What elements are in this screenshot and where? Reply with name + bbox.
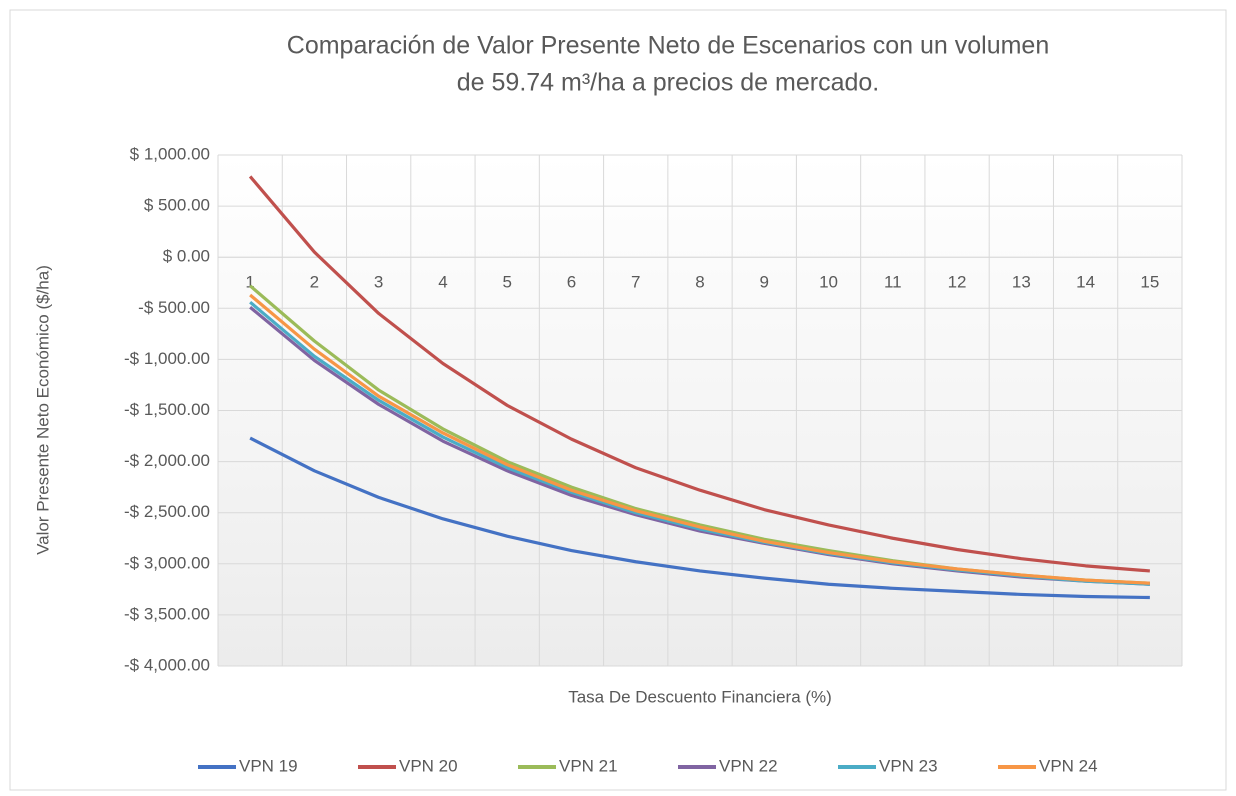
x-tick-label: 13 bbox=[1012, 273, 1031, 292]
legend-label: VPN 19 bbox=[239, 756, 298, 775]
x-tick-label: 9 bbox=[760, 273, 769, 292]
y-tick-label: -$ 1,500.00 bbox=[124, 400, 210, 419]
y-tick-label: -$ 4,000.00 bbox=[124, 655, 210, 674]
series-line bbox=[249, 293, 1150, 585]
y-tick-label: $ 0.00 bbox=[163, 247, 210, 266]
y-tick-label: -$ 2,500.00 bbox=[124, 502, 210, 521]
legend-label: VPN 20 bbox=[399, 756, 458, 775]
y-tick-label: -$ 1,000.00 bbox=[124, 349, 210, 368]
y-tick-label: -$ 500.00 bbox=[138, 298, 210, 317]
x-tick-label: 2 bbox=[310, 273, 319, 292]
x-tick-label: 4 bbox=[438, 273, 447, 292]
x-tick-label: 14 bbox=[1076, 273, 1095, 292]
x-tick-label: 7 bbox=[631, 273, 640, 292]
x-tick-label: 15 bbox=[1140, 273, 1159, 292]
x-axis-title: Tasa De Descuento Financiera (%) bbox=[568, 687, 832, 706]
x-tick-label: 8 bbox=[695, 273, 704, 292]
x-tick-label: 12 bbox=[948, 273, 967, 292]
chart-title: Comparación de Valor Presente Neto de Es… bbox=[287, 32, 1049, 60]
legend-label: VPN 21 bbox=[559, 756, 618, 775]
series-line bbox=[248, 175, 1150, 573]
x-tick-label: 10 bbox=[819, 273, 838, 292]
series-line bbox=[249, 436, 1150, 600]
legend-label: VPN 22 bbox=[719, 756, 778, 775]
y-axis-title: Valor Presente Neto Económico ($/ha) bbox=[33, 265, 52, 555]
chart-title: de 59.74 m³/ha a precios de mercado. bbox=[457, 69, 879, 97]
legend-label: VPN 23 bbox=[879, 756, 938, 775]
x-tick-label: 1 bbox=[245, 273, 254, 292]
y-tick-label: $ 500.00 bbox=[144, 196, 210, 215]
x-tick-label: 5 bbox=[502, 273, 511, 292]
x-tick-label: 6 bbox=[567, 273, 576, 292]
y-tick-label: -$ 3,000.00 bbox=[124, 553, 210, 572]
y-tick-label: $ 1,000.00 bbox=[130, 144, 210, 163]
y-tick-label: -$ 3,500.00 bbox=[124, 604, 210, 623]
x-tick-label: 3 bbox=[374, 273, 383, 292]
legend-label: VPN 24 bbox=[1039, 756, 1098, 775]
x-tick-label: 11 bbox=[884, 273, 902, 292]
y-tick-label: -$ 2,000.00 bbox=[124, 451, 210, 470]
